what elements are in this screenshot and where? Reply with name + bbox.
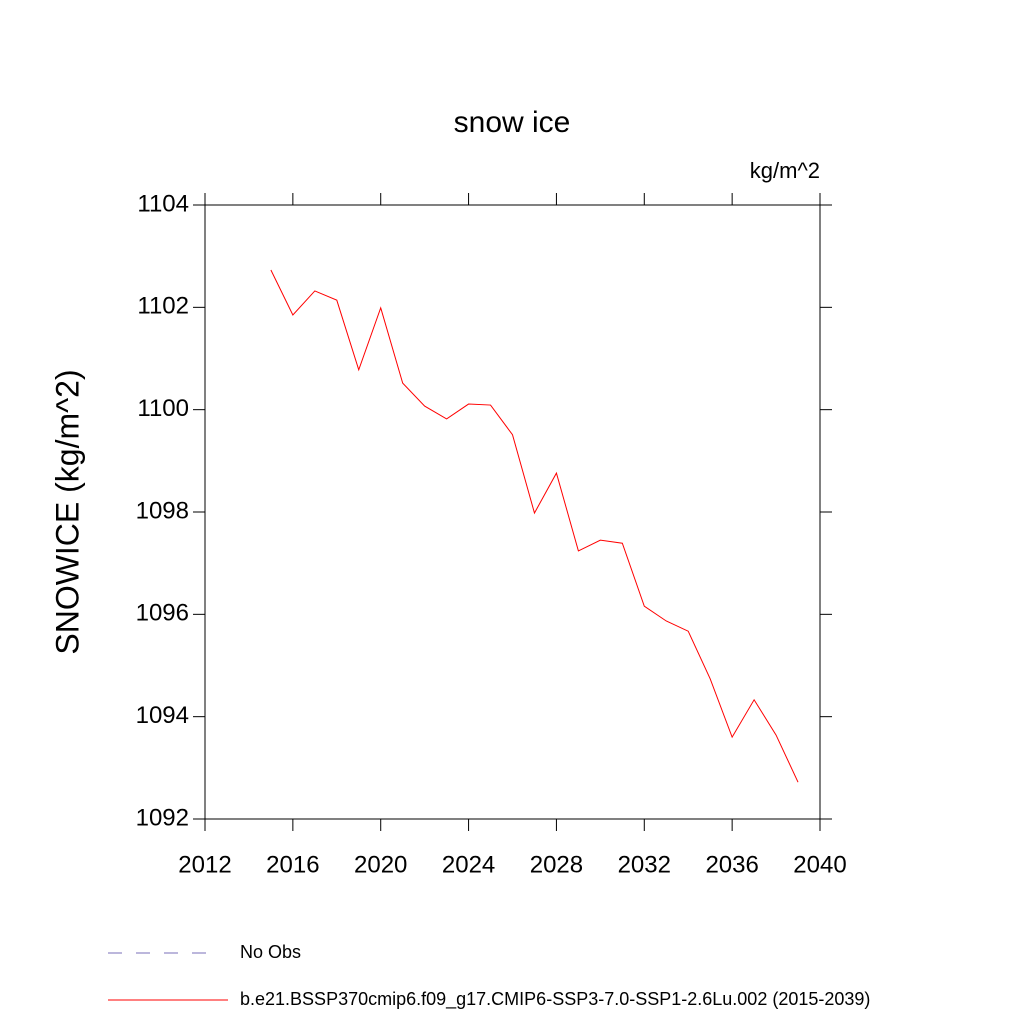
y-tick-label: 1092 [136, 804, 189, 831]
y-axis-label: SNOWICE (kg/m^2) [49, 369, 85, 654]
y-tick-label: 1100 [137, 395, 189, 422]
y-tick-label: 1104 [137, 190, 189, 217]
x-tick-label: 2040 [793, 851, 846, 878]
x-tick-label: 2032 [618, 851, 671, 878]
legend-label: b.e21.BSSP370cmip6.f09_g17.CMIP6-SSP3-7.… [240, 989, 870, 1010]
x-tick-label: 2024 [442, 851, 495, 878]
units-label: kg/m^2 [750, 158, 820, 183]
x-tick-label: 2020 [354, 851, 407, 878]
x-tick-label: 2028 [530, 851, 583, 878]
x-tick-label: 2016 [266, 851, 319, 878]
y-tick-label: 1094 [136, 702, 189, 729]
plot-frame [204, 204, 821, 820]
y-tick-label: 1096 [136, 600, 189, 627]
x-tick-label: 2036 [705, 851, 758, 878]
y-tick-label: 1102 [137, 293, 189, 320]
x-tick-label: 2012 [178, 851, 231, 878]
data-line [270, 269, 799, 783]
y-tick-label: 1098 [136, 497, 189, 524]
legend-label: No Obs [240, 942, 301, 962]
chart-title: snow ice [454, 106, 571, 139]
